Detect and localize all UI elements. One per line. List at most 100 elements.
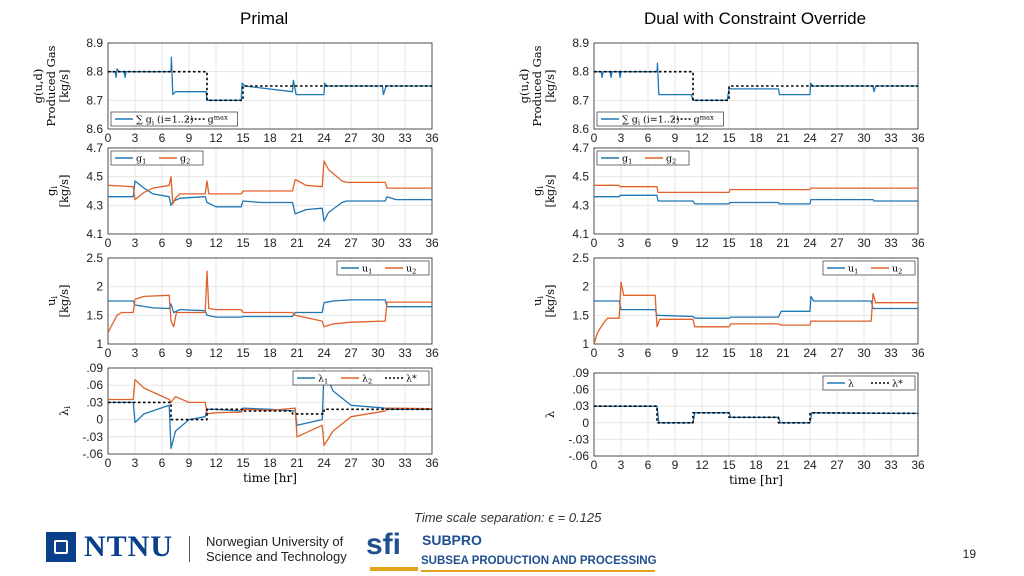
primal_ui-chart: 036912151821242730333611.522.5ui​[kg/s]u… (44, 251, 439, 360)
x-tick-label: 3 (132, 236, 139, 250)
ntnu-wordmark: NTNU (84, 530, 174, 563)
x-tick-label: 6 (645, 346, 652, 360)
x-tick-label: 18 (749, 458, 763, 472)
primal_lambda-chart: 0 3 6 9 12 15 18 21 24 27 30 33 36-.06-.030.03.06.09… (57, 361, 439, 485)
left-column-title: Primal (240, 9, 289, 28)
x-tick-label: 12 (695, 131, 709, 145)
legend-label: g2​ (180, 153, 190, 165)
x-tick-label: 33 (398, 131, 412, 145)
series-line-- (594, 405, 918, 424)
y-axis-label: [kg/s] (543, 174, 557, 207)
subsea-underline (421, 570, 655, 572)
x-tick-label: 30 (371, 346, 385, 360)
series-line--2 (108, 378, 432, 447)
series-line-g-2 (594, 184, 918, 194)
y-tick-label: -.06 (82, 447, 103, 461)
x-tick-label: 21 (290, 131, 304, 145)
legend-label: ∑ gi​ (i=1..2) (136, 114, 194, 126)
x-tick-label: 6 (159, 236, 166, 250)
right-column-title: Dual with Constraint Override (644, 9, 867, 28)
y-tick-label: .06 (86, 378, 103, 392)
x-tick-label: 0 (105, 456, 112, 470)
x-tick-label: 3 (132, 131, 139, 145)
y-tick-label: 8.9 (86, 36, 103, 50)
legend-label: λ* (892, 378, 903, 389)
y-tick-label: 2.5 (86, 251, 103, 265)
series-line-u-2 (108, 270, 432, 333)
legend-label: u2​ (406, 263, 416, 275)
x-tick-label: 6 (645, 458, 652, 472)
x-tick-label: 21 (290, 456, 304, 470)
x-tick-label: 27 (344, 236, 358, 250)
legend-label: u1​ (362, 263, 372, 275)
plot-frame (107, 367, 433, 455)
x-tick-label: 12 (695, 458, 709, 472)
plot-frame (593, 147, 919, 235)
y-axis-label: [kg/s] (57, 174, 71, 207)
x-tick-label: 30 (371, 236, 385, 250)
x-tick-label: 12 (209, 131, 223, 145)
x-tick-label: 21 (290, 236, 304, 250)
x-tick-label: 0 (591, 236, 598, 250)
x-tick-label: 9 (186, 456, 193, 470)
series-line-sum-g-i (594, 62, 918, 101)
y-tick-label: 8.7 (86, 93, 103, 107)
x-tick-label: 36 (425, 456, 439, 470)
x-tick-label: 18 (263, 236, 277, 250)
x-tick-label: 21 (776, 236, 790, 250)
y-axis-label: gi​ (44, 186, 59, 196)
legend-label: λ1​ (318, 373, 328, 385)
series-line-g-1 (594, 194, 918, 205)
plot-frame (107, 147, 433, 235)
legend-box (596, 111, 724, 127)
x-tick-label: 33 (884, 458, 898, 472)
series-line-- (108, 401, 432, 421)
y-tick-label: 4.5 (572, 170, 589, 184)
x-tick-label: 9 (672, 236, 679, 250)
x-tick-label: 15 (236, 346, 250, 360)
y-tick-label: 1 (582, 337, 589, 351)
x-tick-label: 0 (105, 131, 112, 145)
y-tick-label: 8.8 (572, 65, 589, 79)
legend-label: λ* (406, 373, 417, 384)
x-tick-label: 3 (618, 458, 625, 472)
x-tick-label: 27 (830, 458, 844, 472)
x-tick-label: 9 (186, 236, 193, 250)
y-tick-label: -.03 (82, 430, 103, 444)
y-tick-label: .06 (572, 383, 589, 397)
y-tick-label: 2 (96, 280, 103, 294)
dual_gi-chart: 03691215182124273033364.14.34.54.7gi​[kg… (530, 141, 925, 250)
subsea-line: SUBSEA PRODUCTION AND PROCESSING (421, 555, 657, 567)
x-tick-label: 33 (884, 131, 898, 145)
y-tick-label: 4.7 (572, 141, 589, 155)
primal_gas-chart: 0 3 6 9 12 15 18 21 24 27 30 33 368.68.78.88.9g(u,d)… (31, 36, 439, 145)
y-axis-label: ui​ (530, 296, 545, 306)
legend-label: g1​ (622, 153, 632, 165)
y-axis-label: λi​ (57, 406, 72, 416)
x-tick-label: 3 (132, 456, 139, 470)
x-tick-label: 27 (344, 456, 358, 470)
y-tick-label: 1 (96, 337, 103, 351)
chart-canvas: 0 3 6 9 12 15 18 21 24 27 30 33 368.68.78.88.9g(u,d)… (31, 36, 925, 487)
x-tick-label: 12 (695, 346, 709, 360)
y-axis-label: gi​ (530, 186, 545, 196)
x-tick-label: 36 (425, 346, 439, 360)
x-tick-label: 24 (803, 346, 817, 360)
x-tick-label: 15 (236, 456, 250, 470)
y-tick-label: -.03 (568, 432, 589, 446)
x-tick-label: 15 (722, 346, 736, 360)
x-tick-label: 27 (344, 346, 358, 360)
legend-box (110, 111, 238, 127)
legend-label: gmax​ (694, 114, 714, 126)
x-tick-label: 6 (645, 131, 652, 145)
x-tick-label: 36 (911, 236, 925, 250)
x-tick-label: 21 (776, 131, 790, 145)
x-tick-label: 30 (857, 458, 871, 472)
x-tick-label: 36 (911, 346, 925, 360)
x-tick-label: 12 (209, 346, 223, 360)
y-tick-label: 4.7 (86, 141, 103, 155)
y-tick-label: 4.5 (86, 170, 103, 184)
x-tick-label: 36 (425, 236, 439, 250)
footer-separator (189, 536, 190, 562)
x-axis-label: time [hr] (729, 473, 783, 487)
